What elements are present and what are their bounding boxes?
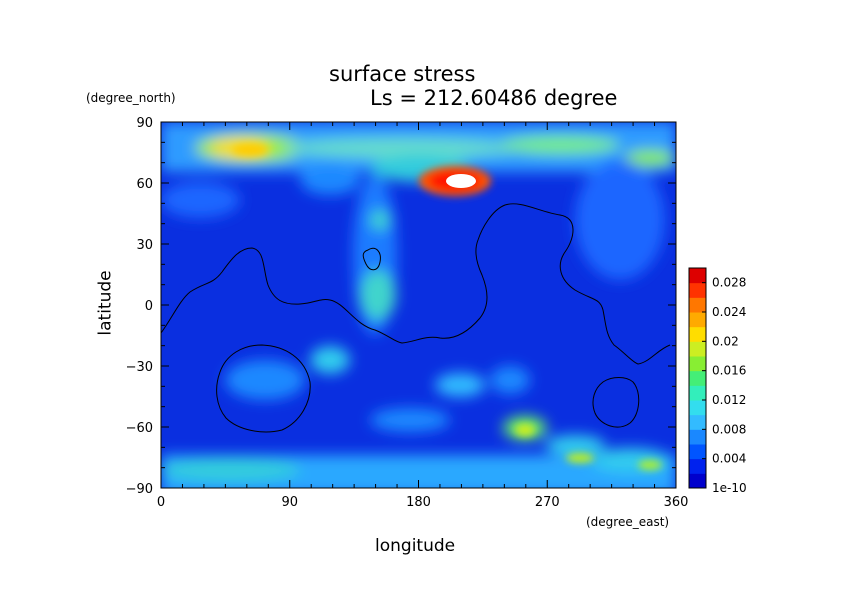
colorbar-segment xyxy=(689,370,706,386)
x-unit-label: (degree_east) xyxy=(586,515,670,529)
colorbar-tick-label: 0.008 xyxy=(712,422,746,436)
x-tick-label: 360 xyxy=(664,495,689,510)
x-tick-label: 180 xyxy=(406,495,431,510)
colorbar-segment xyxy=(689,341,706,357)
colorbar-segment xyxy=(689,458,706,474)
x-tick-label: 90 xyxy=(281,495,298,510)
heatmap-field xyxy=(161,122,676,488)
axis-ticks xyxy=(160,121,677,489)
y-tick-label: −90 xyxy=(126,482,153,497)
colorbar-segment xyxy=(689,473,706,489)
y-tick-label: −60 xyxy=(126,421,153,436)
y-tick-label: 30 xyxy=(136,238,153,253)
colorbar-segment xyxy=(689,429,706,445)
colorbar-segment xyxy=(689,326,706,342)
x-tick-label: 0 xyxy=(157,495,165,510)
topography-contours xyxy=(161,203,671,433)
colorbar-segment xyxy=(689,356,706,372)
x-tick-label: 270 xyxy=(535,495,560,510)
y-unit-label: (degree_north) xyxy=(86,91,176,105)
colorbar-tick-label: 0.028 xyxy=(712,276,746,290)
colorbar-segment xyxy=(689,312,706,328)
colorbar: 0.028 0.024 0.02 0.016 0.012 0.008 0.004 1e-10 xyxy=(688,267,747,495)
colorbar-segment xyxy=(689,414,706,430)
heatmap-blobs xyxy=(161,122,676,488)
y-tick-label: 90 xyxy=(136,116,153,131)
colorbar-tick-label: 0.02 xyxy=(712,334,739,348)
x-axis-label: longitude xyxy=(375,536,456,556)
y-tick-label: 60 xyxy=(136,177,153,192)
colorbar-tick-label: 0.004 xyxy=(712,452,746,466)
colorbar-segment xyxy=(689,268,706,284)
y-tick-label: 0 xyxy=(145,299,153,314)
colorbar-segment xyxy=(689,297,706,313)
maximum-core xyxy=(446,174,476,188)
colorbar-frame xyxy=(688,267,707,489)
chart-title: surface stress xyxy=(329,62,476,86)
colorbar-segment xyxy=(689,385,706,401)
y-tick-label: −30 xyxy=(126,360,153,375)
colorbar-tick-label: 1e-10 xyxy=(712,481,747,495)
chart-subtitle: Ls = 212.60486 degree xyxy=(370,86,618,110)
colorbar-segment xyxy=(689,444,706,460)
colorbar-segment xyxy=(689,400,706,416)
colorbar-tick-label: 0.016 xyxy=(712,364,746,378)
colorbar-tick-label: 0.012 xyxy=(712,393,746,407)
tick-labels: 0 90 180 270 360 90 60 30 0 −30 −60 −90 xyxy=(126,116,689,510)
colorbar-tick-label: 0.024 xyxy=(712,305,746,319)
colorbar-segment xyxy=(689,282,706,298)
